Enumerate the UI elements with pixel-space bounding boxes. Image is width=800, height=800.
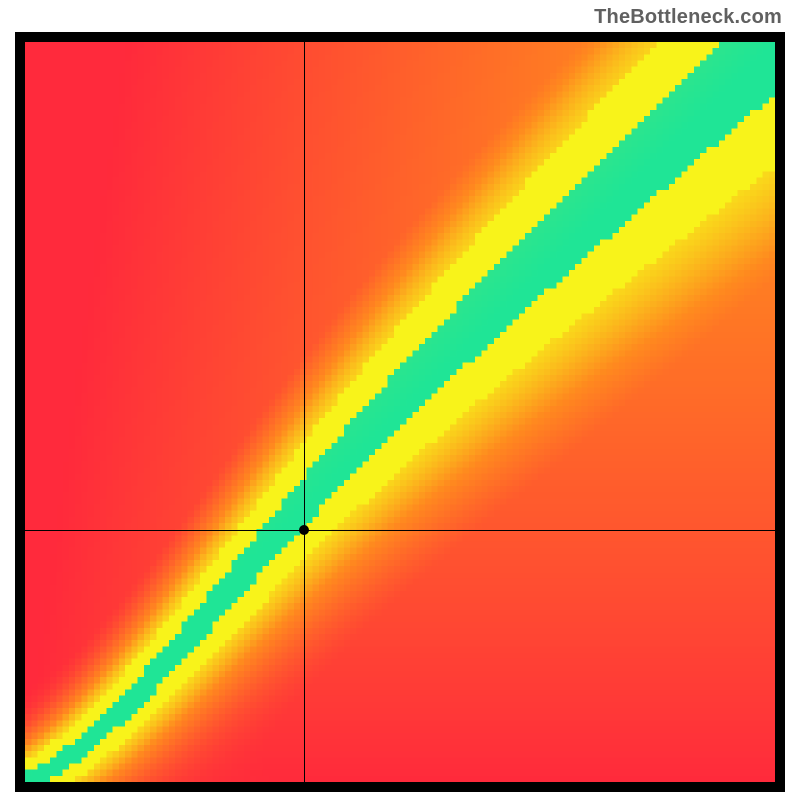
root: TheBottleneck.com [0,0,800,800]
crosshair-dot [299,525,309,535]
heatmap-canvas [25,42,775,782]
watermark-text: TheBottleneck.com [594,6,782,29]
crosshair-vertical [304,42,305,782]
crosshair-horizontal [25,530,775,531]
